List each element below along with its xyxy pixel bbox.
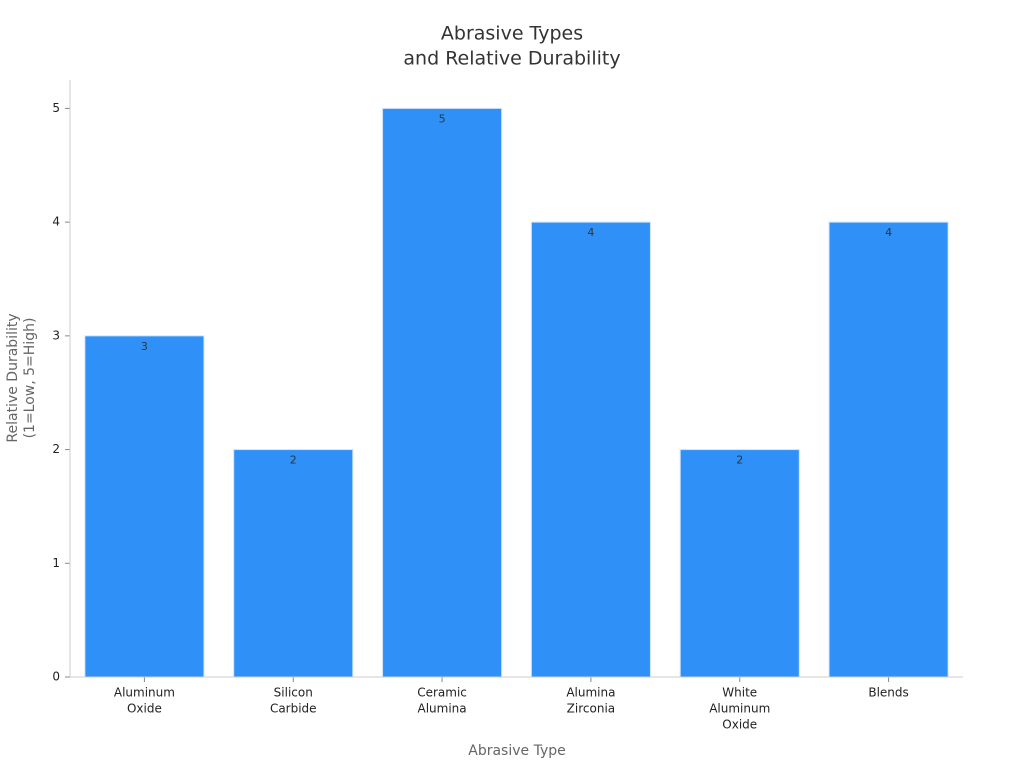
- x-tick-label: Alumina: [566, 686, 615, 700]
- x-axis-label: Abrasive Type: [468, 743, 566, 759]
- y-tick-label: 4: [52, 215, 60, 229]
- x-tick-label: Aluminum: [114, 686, 175, 700]
- y-tick-label: 5: [52, 101, 60, 115]
- bar: [530, 221, 651, 678]
- bar: [828, 221, 949, 678]
- bar: [382, 107, 503, 678]
- x-tick-label: Blends: [868, 686, 908, 700]
- value-label: 2: [736, 454, 743, 467]
- y-tick-label: 3: [52, 328, 60, 342]
- value-label: 5: [439, 112, 446, 125]
- y-tick-label: 2: [52, 442, 60, 456]
- x-tick-label: Carbide: [270, 702, 317, 716]
- x-tick-label: Aluminum: [709, 702, 770, 716]
- x-tick-label: Zirconia: [567, 702, 615, 716]
- value-label: 4: [885, 226, 892, 239]
- y-tick-label: 0: [52, 670, 60, 684]
- bar: [84, 335, 205, 678]
- x-tick-label: Silicon: [274, 686, 313, 700]
- x-tick-label: White: [722, 686, 757, 700]
- value-label: 4: [587, 226, 594, 239]
- y-tick-label: 1: [52, 556, 60, 570]
- chart-title: and Relative Durability: [403, 48, 620, 70]
- y-axis-label: Relative Durability: [5, 313, 21, 442]
- x-tick-label: Alumina: [418, 702, 467, 716]
- bar: [233, 449, 354, 678]
- y-axis-label: (1=Low, 5=High): [22, 318, 38, 439]
- value-label: 3: [141, 340, 148, 353]
- x-tick-label: Oxide: [722, 718, 757, 732]
- value-label: 2: [290, 454, 297, 467]
- x-tick-label: Oxide: [127, 702, 162, 716]
- bar: [679, 449, 800, 678]
- x-tick-label: Ceramic: [417, 686, 467, 700]
- chart-title: Abrasive Types: [441, 23, 583, 45]
